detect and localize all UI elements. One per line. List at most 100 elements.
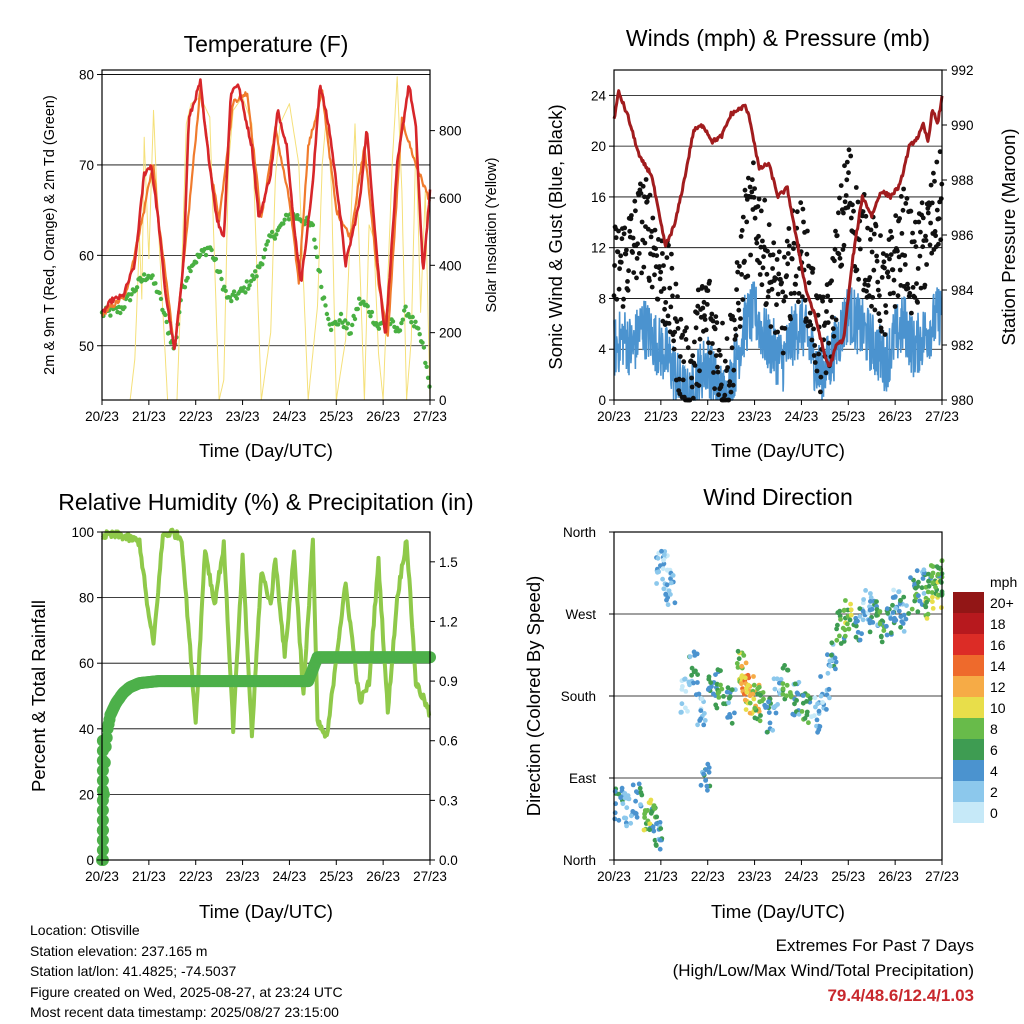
winds-y2-label: Station Pressure (Maroon) [998, 129, 1019, 346]
direction-point [659, 548, 664, 554]
direction-point [893, 605, 899, 611]
legend-label: 8 [990, 721, 998, 737]
y-tick-label: 100 [71, 525, 94, 540]
gust-point [710, 341, 715, 346]
legend-swatch [953, 739, 984, 760]
direction-point [846, 626, 852, 632]
direction-point [691, 680, 696, 686]
direction-point [653, 842, 659, 847]
y-tick-label: 70 [79, 158, 94, 173]
gust-point [652, 272, 657, 278]
direction-point [634, 814, 640, 820]
gust-point [840, 247, 846, 252]
x-tick-label: 21/23 [132, 869, 166, 884]
gust-point [886, 274, 891, 280]
direction-point [668, 576, 673, 582]
gust-point [710, 318, 716, 324]
direction-point [860, 608, 866, 614]
dewpoint-point [163, 312, 168, 318]
dewpoint-point [365, 304, 370, 309]
direction-point [832, 655, 838, 661]
direction-point [827, 663, 833, 669]
gust-point [706, 340, 711, 346]
gust-point [920, 215, 926, 221]
gust-point [927, 242, 933, 248]
gust-point [793, 273, 799, 279]
gust-point [785, 251, 791, 256]
gust-point [749, 177, 755, 183]
gust-point [746, 175, 751, 181]
gust-point [727, 379, 733, 385]
direction-point [682, 676, 687, 682]
gust-point [702, 317, 708, 322]
direction-point [867, 629, 873, 635]
direction-point [695, 672, 700, 677]
direction-point [936, 565, 941, 571]
direction-point [665, 602, 671, 608]
gust-point [629, 213, 634, 218]
gust-point [884, 253, 890, 258]
gust-point [792, 290, 797, 296]
gust-point [731, 317, 737, 323]
x-tick-label: 22/23 [179, 409, 213, 424]
gust-point [621, 231, 627, 237]
dewpoint-point [182, 285, 188, 290]
dewpoint-point [234, 296, 240, 301]
dewpoint-point [348, 331, 353, 336]
temp-2m-line [101, 78, 432, 351]
gust-point [871, 231, 877, 237]
y-tick-label: West [565, 607, 596, 622]
gust-point [685, 345, 691, 351]
direction-point [716, 695, 722, 700]
direction-point [638, 802, 643, 807]
gust-point [851, 208, 856, 214]
dewpoint-point [324, 311, 330, 317]
temperature-plot-frame [101, 69, 431, 401]
x-tick-label: 25/23 [319, 869, 353, 884]
direction-point [857, 637, 863, 643]
direction-point [729, 720, 735, 726]
y2-tick-label: 200 [439, 326, 462, 341]
direction-point [817, 724, 823, 729]
direction-x-ticks: 20/23 21/23 22/23 23/23 24/23 25/23 26/23 27/23 [597, 860, 959, 884]
direction-point [923, 604, 929, 610]
dewpoint-point [310, 222, 316, 228]
direction-point [842, 627, 848, 633]
legend-swatch [953, 634, 984, 655]
gust-point [891, 277, 897, 283]
y2-tick-label: 0 [439, 393, 447, 408]
gust-point [709, 311, 715, 317]
gust-point [663, 300, 669, 305]
y2-tick-label: 600 [439, 191, 462, 206]
dewpoint-point [122, 305, 127, 310]
station-location: Location: Otisville [30, 922, 140, 938]
winds-x-ticks: 20/23 21/23 22/23 23/23 24/23 25/23 26/23 27/23 [597, 400, 959, 424]
gust-point [716, 347, 722, 353]
dewpoint-point [185, 275, 190, 281]
x-tick-label: 27/23 [925, 869, 959, 884]
y-tick-label: 50 [79, 339, 94, 354]
gust-point [869, 303, 874, 309]
gust-point [889, 234, 895, 240]
direction-point [654, 821, 659, 827]
gust-point [737, 263, 742, 269]
direction-point [903, 616, 909, 622]
dewpoint-point [282, 217, 287, 222]
gust-point [909, 310, 914, 316]
y-tick-label: 80 [79, 68, 94, 83]
dewpoint-point [213, 256, 219, 262]
gust-point [801, 219, 806, 225]
dewpoint-point [368, 314, 373, 319]
gust-point [735, 269, 741, 275]
legend-label: 2 [990, 784, 998, 800]
gust-point [919, 200, 925, 206]
direction-point [812, 695, 818, 701]
direction-point [705, 787, 710, 793]
direction-point [612, 816, 618, 822]
gust-point [784, 238, 790, 244]
gust-point [641, 264, 647, 270]
dewpoint-point [424, 364, 429, 369]
direction-point [650, 824, 656, 830]
gust-point [764, 271, 770, 277]
direction-point [824, 707, 829, 712]
